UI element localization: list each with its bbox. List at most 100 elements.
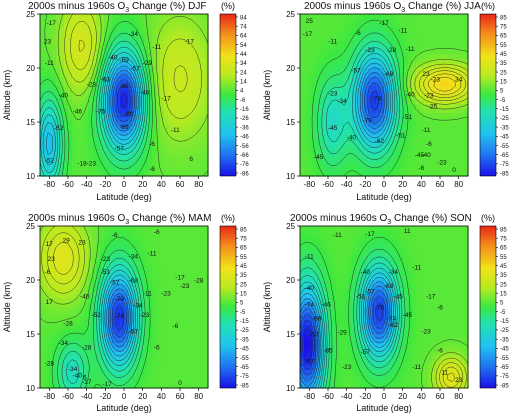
heatmap-cell <box>188 18 193 24</box>
heatmap-cell <box>160 59 165 65</box>
heatmap-cell <box>108 63 113 69</box>
heatmap-cell <box>124 95 129 101</box>
heatmap-cell <box>348 117 353 123</box>
heatmap-cell <box>76 302 81 308</box>
heatmap-cell <box>316 171 321 177</box>
heatmap-cell <box>80 356 85 362</box>
heatmap-cell <box>180 108 185 114</box>
heatmap-cell <box>176 244 181 250</box>
heatmap-cell <box>156 14 161 20</box>
heatmap-cell <box>456 113 461 119</box>
heatmap-cell <box>376 140 381 146</box>
heatmap-cell <box>312 18 317 24</box>
heatmap-cell <box>364 63 369 69</box>
heatmap-cell <box>328 226 333 232</box>
heatmap-cell <box>96 149 101 155</box>
heatmap-cell <box>368 50 373 56</box>
heatmap-cell <box>312 41 317 47</box>
heatmap-cell <box>128 140 133 146</box>
heatmap-cell <box>408 226 413 232</box>
heatmap-cell <box>404 72 409 78</box>
heatmap-cell <box>324 108 329 114</box>
heatmap-cell <box>168 86 173 92</box>
heatmap-cell <box>136 289 141 295</box>
heatmap-cell <box>56 370 61 376</box>
heatmap-cell <box>184 131 189 137</box>
heatmap-cell <box>132 379 137 385</box>
heatmap-cell <box>48 45 53 51</box>
heatmap-cell <box>408 95 413 101</box>
heatmap-cell <box>152 108 157 114</box>
heatmap-cell <box>56 275 61 281</box>
heatmap-cell <box>416 171 421 177</box>
heatmap-cell <box>52 23 57 29</box>
heatmap-cell <box>176 18 181 24</box>
heatmap-cell <box>424 117 429 123</box>
heatmap-cell <box>136 41 141 47</box>
heatmap-cell <box>160 298 165 304</box>
heatmap-cell <box>184 63 189 69</box>
heatmap-cell <box>148 329 153 335</box>
heatmap-cell <box>44 311 49 317</box>
heatmap-cell <box>52 149 57 155</box>
heatmap-cell <box>308 50 313 56</box>
heatmap-cell <box>64 81 69 87</box>
heatmap-cell <box>436 135 441 141</box>
heatmap-cell <box>128 343 133 349</box>
heatmap-cell <box>160 72 165 78</box>
heatmap-cell <box>44 108 49 114</box>
heatmap-cell <box>60 316 65 322</box>
heatmap-cell <box>460 68 465 74</box>
heatmap-cell <box>116 171 121 177</box>
heatmap-cell <box>420 72 425 78</box>
heatmap-cell <box>148 14 153 20</box>
heatmap-cell <box>92 59 97 65</box>
heatmap-cell <box>184 27 189 33</box>
heatmap-cell <box>116 226 121 232</box>
heatmap-cell <box>96 126 101 132</box>
heatmap-cell <box>100 158 105 164</box>
heatmap-cell <box>176 352 181 358</box>
heatmap-cell <box>364 59 369 65</box>
heatmap-cell <box>44 289 49 295</box>
heatmap-cell <box>52 45 57 51</box>
heatmap-cell <box>400 131 405 137</box>
heatmap-cell <box>132 86 137 92</box>
heatmap-cell <box>464 108 469 114</box>
heatmap-cell <box>400 158 405 164</box>
heatmap-cell <box>164 68 169 74</box>
heatmap-cell <box>396 59 401 65</box>
heatmap-cell <box>144 257 149 263</box>
heatmap-cell <box>308 99 313 105</box>
heatmap-cell <box>116 77 121 83</box>
heatmap-cell <box>464 126 469 132</box>
heatmap-cell <box>120 289 125 295</box>
heatmap-cell <box>172 171 177 177</box>
heatmap-cell <box>56 50 61 56</box>
heatmap-cell <box>156 23 161 29</box>
heatmap-cell <box>136 307 141 313</box>
heatmap-cell <box>132 302 137 308</box>
heatmap-cell <box>320 86 325 92</box>
heatmap-cell <box>148 370 153 376</box>
heatmap-cell <box>320 54 325 60</box>
heatmap-cell <box>148 239 153 245</box>
heatmap-cell <box>80 32 85 38</box>
heatmap-cell <box>152 284 157 290</box>
heatmap-cell <box>192 293 197 299</box>
heatmap-cell <box>96 167 101 173</box>
heatmap-cell <box>144 77 149 83</box>
heatmap-cell <box>168 68 173 74</box>
heatmap-cell <box>392 226 397 232</box>
heatmap-cell <box>124 325 129 331</box>
heatmap-cell <box>56 230 61 236</box>
heatmap-cell <box>388 122 393 128</box>
heatmap-cell <box>184 50 189 56</box>
contour-label: -17 <box>161 96 171 103</box>
heatmap-cell <box>424 104 429 110</box>
heatmap-cell <box>324 162 329 168</box>
heatmap-cell <box>44 307 49 313</box>
heatmap-cell <box>68 171 73 177</box>
heatmap-cell <box>360 108 365 114</box>
heatmap-cell <box>144 131 149 137</box>
